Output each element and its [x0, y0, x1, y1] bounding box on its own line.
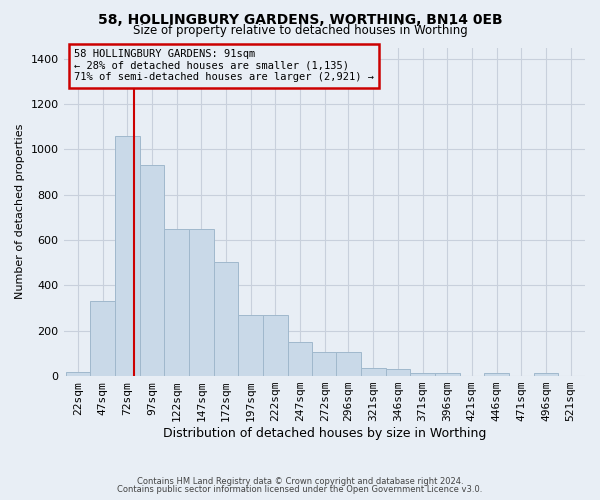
Bar — [410, 372, 435, 376]
Bar — [361, 368, 386, 376]
Bar — [484, 372, 509, 376]
Bar — [115, 136, 140, 376]
Bar — [90, 302, 115, 376]
Bar — [386, 370, 410, 376]
Bar — [189, 229, 214, 376]
Bar — [140, 166, 164, 376]
Bar — [533, 372, 559, 376]
Text: Contains public sector information licensed under the Open Government Licence v3: Contains public sector information licen… — [118, 485, 482, 494]
Text: 58, HOLLINGBURY GARDENS, WORTHING, BN14 0EB: 58, HOLLINGBURY GARDENS, WORTHING, BN14 … — [98, 12, 502, 26]
Bar — [288, 342, 313, 376]
X-axis label: Distribution of detached houses by size in Worthing: Distribution of detached houses by size … — [163, 427, 486, 440]
Text: Size of property relative to detached houses in Worthing: Size of property relative to detached ho… — [133, 24, 467, 37]
Bar — [336, 352, 361, 376]
Text: 58 HOLLINGBURY GARDENS: 91sqm
← 28% of detached houses are smaller (1,135)
71% o: 58 HOLLINGBURY GARDENS: 91sqm ← 28% of d… — [74, 49, 374, 82]
Bar — [435, 372, 460, 376]
Bar — [214, 262, 238, 376]
Bar — [164, 229, 189, 376]
Text: Contains HM Land Registry data © Crown copyright and database right 2024.: Contains HM Land Registry data © Crown c… — [137, 477, 463, 486]
Bar — [65, 372, 90, 376]
Bar — [313, 352, 337, 376]
Bar — [263, 315, 288, 376]
Bar — [238, 315, 263, 376]
Y-axis label: Number of detached properties: Number of detached properties — [15, 124, 25, 300]
